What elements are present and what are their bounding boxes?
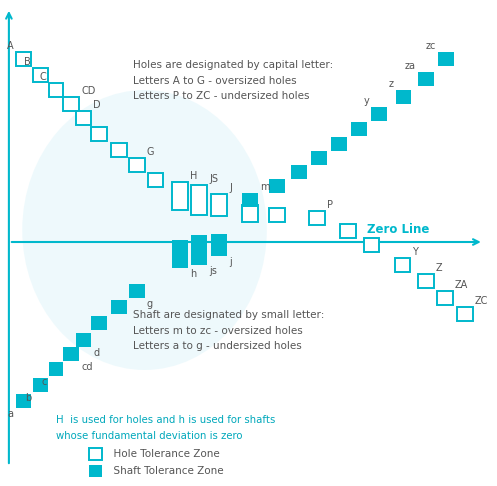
Text: G: G [147, 147, 154, 157]
Bar [91, 316, 107, 330]
Text: Shaft Tolerance Zone: Shaft Tolerance Zone [107, 466, 223, 476]
Bar [371, 107, 387, 121]
Bar [191, 185, 207, 215]
Bar [129, 158, 145, 172]
Text: H  is used for holes and h is used for shafts
whose fundamental deviation is zer: H is used for holes and h is used for sh… [56, 415, 275, 441]
Text: ZA: ZA [455, 280, 468, 290]
Bar [49, 83, 64, 97]
Bar [191, 235, 207, 265]
Text: zc: zc [425, 41, 436, 51]
Bar [395, 258, 411, 272]
Text: Holes are designated by capital letter:
Letters A to G - oversized holes
Letters: Holes are designated by capital letter: … [133, 60, 333, 101]
Text: Hole Tolerance Zone: Hole Tolerance Zone [107, 449, 220, 459]
Text: h: h [190, 269, 196, 279]
Bar [243, 193, 258, 207]
Text: ZC: ZC [475, 296, 488, 306]
Bar [172, 240, 188, 268]
Bar [15, 52, 31, 66]
Text: z: z [389, 79, 394, 89]
Bar [396, 90, 412, 104]
Bar [243, 205, 258, 222]
Text: d: d [93, 348, 99, 358]
Bar [211, 234, 227, 256]
Bar [331, 137, 347, 151]
Bar [418, 274, 433, 288]
Text: C: C [40, 72, 47, 82]
Text: B: B [24, 57, 31, 67]
Text: cd: cd [81, 362, 92, 372]
Text: A: A [7, 41, 13, 51]
Bar [111, 143, 127, 157]
Text: Shaft are designated by small letter:
Letters m to zc - oversized holes
Letters : Shaft are designated by small letter: Le… [133, 310, 325, 351]
Text: b: b [25, 393, 31, 403]
Text: Z: Z [436, 263, 442, 273]
Text: y: y [363, 96, 369, 106]
Text: D: D [93, 100, 101, 110]
Text: za: za [405, 61, 416, 71]
Bar [364, 238, 379, 252]
Text: j: j [229, 257, 232, 267]
Bar [340, 224, 356, 238]
Bar [49, 362, 64, 376]
Text: js: js [209, 266, 217, 276]
Text: Y: Y [413, 247, 418, 257]
Bar [457, 307, 473, 321]
Bar [311, 151, 327, 165]
Bar [351, 122, 367, 136]
Bar [89, 448, 102, 460]
Bar [33, 378, 48, 392]
Bar [309, 211, 325, 225]
Bar [33, 68, 48, 82]
Text: P: P [327, 200, 333, 210]
Text: Zero Line: Zero Line [367, 223, 429, 236]
Text: g: g [147, 299, 153, 309]
Bar [64, 347, 79, 361]
Bar [269, 179, 285, 193]
Bar [437, 291, 453, 305]
Bar [148, 173, 164, 187]
Bar [211, 194, 227, 216]
Text: J: J [229, 183, 232, 193]
Bar [172, 182, 188, 210]
Bar [129, 284, 145, 298]
Text: m: m [260, 182, 270, 192]
Text: c: c [41, 377, 47, 387]
Bar [438, 52, 454, 66]
Bar [76, 111, 91, 125]
Text: JS: JS [209, 174, 218, 184]
Bar [89, 465, 102, 477]
Bar [15, 394, 31, 408]
Bar [291, 165, 307, 179]
Bar [111, 300, 127, 314]
Text: CD: CD [81, 86, 95, 96]
Text: H: H [190, 171, 197, 181]
Text: a: a [7, 409, 13, 419]
Bar [418, 72, 433, 86]
Bar [64, 97, 79, 111]
Bar [76, 333, 91, 347]
Bar [269, 208, 285, 222]
Ellipse shape [22, 90, 267, 370]
Bar [91, 127, 107, 141]
